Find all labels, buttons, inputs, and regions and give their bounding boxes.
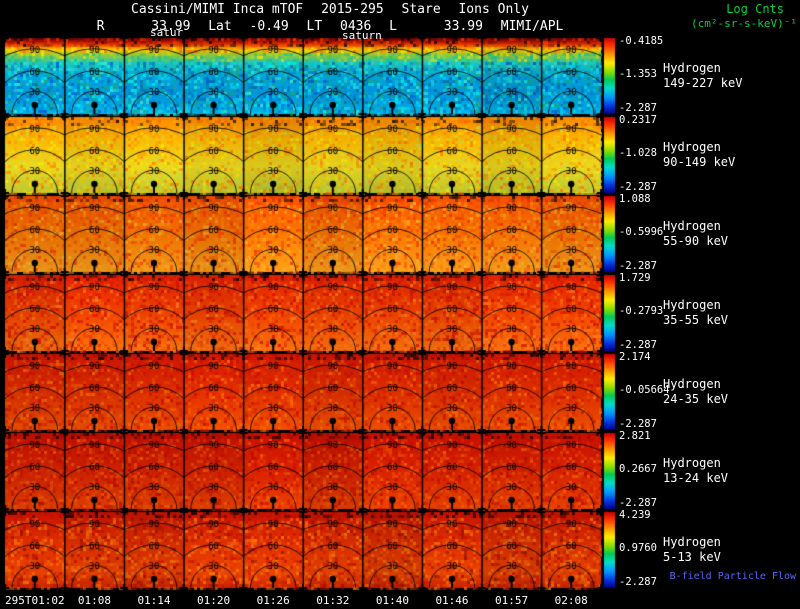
colorbar-mid-label: -0.5996 <box>619 226 664 238</box>
colorbar-min-label: -2.287 <box>619 576 657 588</box>
energy-band-label: Hydrogen 24-35 keV <box>663 377 728 407</box>
energy-band-label: Hydrogen 13-24 keV <box>663 456 728 486</box>
instrument-title: Cassini/MIMI Inca mTOF <box>131 2 304 17</box>
colorbar-title: Log Cnts <box>726 2 784 16</box>
energy-range: 55-90 keV <box>663 234 729 248</box>
colorbar-min-label: -2.287 <box>619 497 657 509</box>
colorbar-max-label: 0.2317 <box>619 114 657 126</box>
colorbar-units: (cm²-sr-s-keV)⁻¹ <box>691 17 797 30</box>
energy-band-label: Hydrogen 55-90 keV <box>663 219 728 249</box>
latitude-value: -0.49 <box>249 19 289 34</box>
species-name: Hydrogen <box>663 456 721 470</box>
energy-range: 24-35 keV <box>663 392 729 406</box>
colorbar-min-label: -2.287 <box>619 418 657 430</box>
time-axis-label: 02:08 <box>554 594 588 607</box>
colorbar-min-label: -2.287 <box>619 339 657 351</box>
energy-band-label: Hydrogen 35-55 keV <box>663 298 728 328</box>
time-axis-label: 01:14 <box>137 594 171 607</box>
time-axis-label: 01:08 <box>77 594 111 607</box>
agency-label: MIMI/APL <box>500 19 564 34</box>
colorbar-max-label: 4.239 <box>619 509 651 521</box>
time-axis-label: 295T01:02 <box>4 594 65 607</box>
lshell-label: L <box>389 19 397 34</box>
saturn-annotation: satur <box>150 26 184 39</box>
colorbar-max-label: 1.729 <box>619 272 651 284</box>
colorbar-max-label: -0.4185 <box>619 35 664 47</box>
saturn-annotation: saturn <box>342 29 382 42</box>
species-filter: Ions Only <box>458 2 529 17</box>
species-name: Hydrogen <box>663 219 721 233</box>
colorbar-mid-label: -0.05664 <box>619 384 670 396</box>
time-axis-label: 01:57 <box>495 594 529 607</box>
energy-range: 149-227 keV <box>663 76 743 90</box>
energy-band-label: Hydrogen 5-13 keV <box>663 535 721 565</box>
colorbar-min-label: -2.287 <box>619 181 657 193</box>
colorbar-mid-label: -0.2793 <box>619 305 664 317</box>
time-axis-label: 01:32 <box>316 594 350 607</box>
species-name: Hydrogen <box>663 535 721 549</box>
colorbar-mid-label: 0.2667 <box>619 463 657 475</box>
species-name: Hydrogen <box>663 377 721 391</box>
colorbar-max-label: 1.088 <box>619 193 651 205</box>
energy-band-label: Hydrogen 90-149 keV <box>663 140 735 170</box>
colorbar-max-label: 2.174 <box>619 351 651 363</box>
localtime-value: 0436 <box>340 19 372 34</box>
colorbar-mid-label: 0.9760 <box>619 542 657 554</box>
energy-range: 90-149 keV <box>663 155 736 169</box>
colorbar-mid-label: -1.353 <box>619 68 657 80</box>
energy-range: 35-55 keV <box>663 313 729 327</box>
bfield-flow-label: B-field Particle Flow <box>669 571 796 582</box>
colorbar-mid-label: -1.028 <box>619 147 657 159</box>
energy-range: 5-13 keV <box>663 550 721 564</box>
radius-label: R <box>96 19 105 34</box>
header-line2: R 33.99 Lat -0.49 LT 0436 L 33.99 MIMI/A… <box>0 19 660 34</box>
radius-value: 33.99 <box>151 19 191 34</box>
energy-band-label: Hydrogen 149-227 keV <box>663 61 742 91</box>
observation-mode: Stare <box>401 2 441 17</box>
localtime-label: LT <box>306 19 323 34</box>
lshell-value: 33.99 <box>443 19 483 34</box>
latitude-label: Lat <box>208 19 232 34</box>
species-name: Hydrogen <box>663 61 721 75</box>
observation-date: 2015-295 <box>321 2 384 17</box>
species-name: Hydrogen <box>663 140 721 154</box>
time-axis-label: 01:40 <box>375 594 409 607</box>
species-name: Hydrogen <box>663 298 721 312</box>
energy-range: 13-24 keV <box>663 471 729 485</box>
time-axis-label: 01:20 <box>197 594 231 607</box>
colorbar-max-label: 2.821 <box>619 430 651 442</box>
colorbar-min-label: -2.287 <box>619 102 657 114</box>
time-axis-label: 01:26 <box>256 594 290 607</box>
header-line1: Cassini/MIMI Inca mTOF 2015-295 Stare Io… <box>0 2 660 17</box>
colorbar-min-label: -2.287 <box>619 260 657 272</box>
time-axis-label: 01:46 <box>435 594 469 607</box>
